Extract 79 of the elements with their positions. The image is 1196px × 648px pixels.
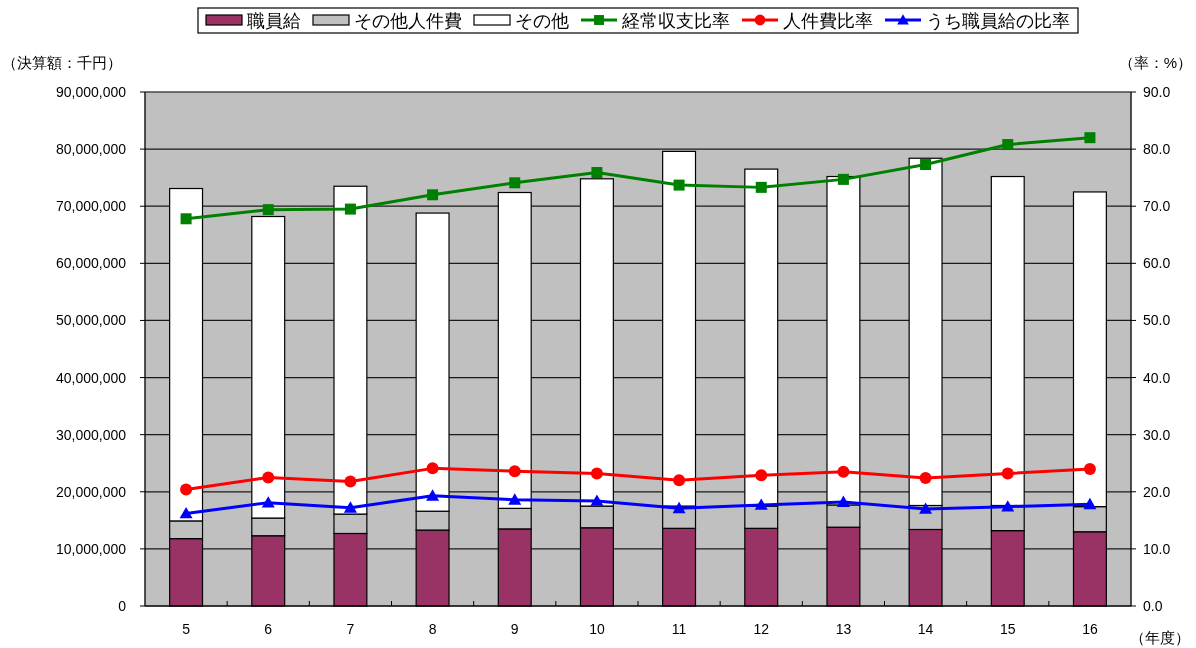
point — [343, 501, 357, 513]
point — [590, 467, 603, 480]
point — [508, 493, 522, 505]
point — [1002, 139, 1014, 151]
y-tick-label: 30,000,000 — [55, 426, 127, 443]
point — [427, 189, 439, 201]
bar — [990, 175, 1025, 507]
point — [755, 469, 768, 482]
y2-axis-title: （率：%） — [1118, 54, 1192, 71]
point — [180, 483, 193, 496]
x-tick-label: 13 — [835, 621, 852, 637]
point — [344, 203, 356, 215]
x-tick-label: 10 — [589, 621, 605, 637]
x-tick-label: 6 — [264, 621, 273, 637]
point — [426, 489, 440, 501]
x-tick-label: 15 — [999, 621, 1016, 637]
point — [672, 501, 686, 514]
y2-tick-label: 30.0 — [1143, 426, 1171, 443]
y2-tick-label: 80.0 — [1143, 141, 1171, 158]
point — [261, 496, 275, 508]
x-tick-label: 16 — [1082, 621, 1098, 637]
point — [755, 181, 767, 193]
legend-label: 人件費比率 — [783, 10, 873, 31]
y-tick-label: 20,000,000 — [55, 483, 127, 500]
point — [262, 471, 275, 484]
y2-tick-label: 10.0 — [1143, 540, 1171, 557]
legend-label: うち職員給の比率 — [926, 10, 1070, 31]
y-tick-label: 10,000,000 — [55, 540, 127, 557]
point — [837, 465, 850, 478]
y2-tick-label: 60.0 — [1143, 255, 1171, 272]
y-tick-label: 70,000,000 — [55, 198, 127, 215]
x-tick-label: 14 — [917, 621, 934, 637]
x-tick-label: 11 — [671, 621, 687, 637]
point — [673, 474, 686, 487]
y-tick-label: 0 — [118, 598, 127, 614]
point — [1084, 132, 1096, 144]
point — [754, 498, 768, 510]
point — [590, 494, 604, 506]
y-tick-label: 60,000,000 — [55, 255, 127, 272]
point — [836, 495, 850, 507]
y2-tick-label: 0.0 — [1143, 598, 1163, 614]
y-tick-label: 80,000,000 — [55, 141, 127, 158]
point — [919, 472, 932, 485]
point — [1001, 467, 1014, 480]
y2-tick-label: 70.0 — [1143, 198, 1171, 215]
x-tick-label: 8 — [428, 621, 437, 637]
y2-tick-label: 50.0 — [1143, 312, 1171, 329]
point — [837, 173, 849, 185]
y-tick-label: 40,000,000 — [55, 369, 127, 386]
legend-label: 経常収支比率 — [621, 10, 730, 31]
y-tick-label: 90,000,000 — [55, 84, 127, 100]
point — [920, 159, 932, 171]
point — [344, 475, 357, 488]
y2-tick-label: 40.0 — [1143, 369, 1171, 386]
y-tick-label: 50,000,000 — [55, 312, 127, 329]
y2-tick-label: 90.0 — [1143, 84, 1171, 100]
y-axis-title: （決算額：千円） — [2, 54, 122, 71]
point — [426, 462, 439, 475]
legend-label: その他 — [515, 10, 569, 31]
x-tick-label: 9 — [510, 621, 519, 637]
x-tick-label: 12 — [753, 621, 770, 637]
bar — [662, 150, 697, 507]
point — [673, 179, 685, 191]
point — [179, 506, 193, 519]
point — [509, 177, 521, 189]
x-tick-label: 7 — [346, 621, 355, 637]
point — [1083, 497, 1097, 510]
legend-label: 職員給 — [247, 10, 301, 31]
point — [591, 167, 603, 179]
y2-tick-label: 20.0 — [1143, 483, 1171, 500]
point — [180, 213, 192, 225]
point — [919, 502, 933, 514]
x-axis-title: （年度） — [1130, 629, 1190, 646]
legend-label: その他人件費 — [354, 10, 462, 31]
point — [508, 465, 521, 478]
point — [1001, 500, 1015, 512]
x-tick-label: 5 — [182, 621, 191, 637]
point — [262, 204, 274, 216]
point — [1083, 462, 1096, 475]
